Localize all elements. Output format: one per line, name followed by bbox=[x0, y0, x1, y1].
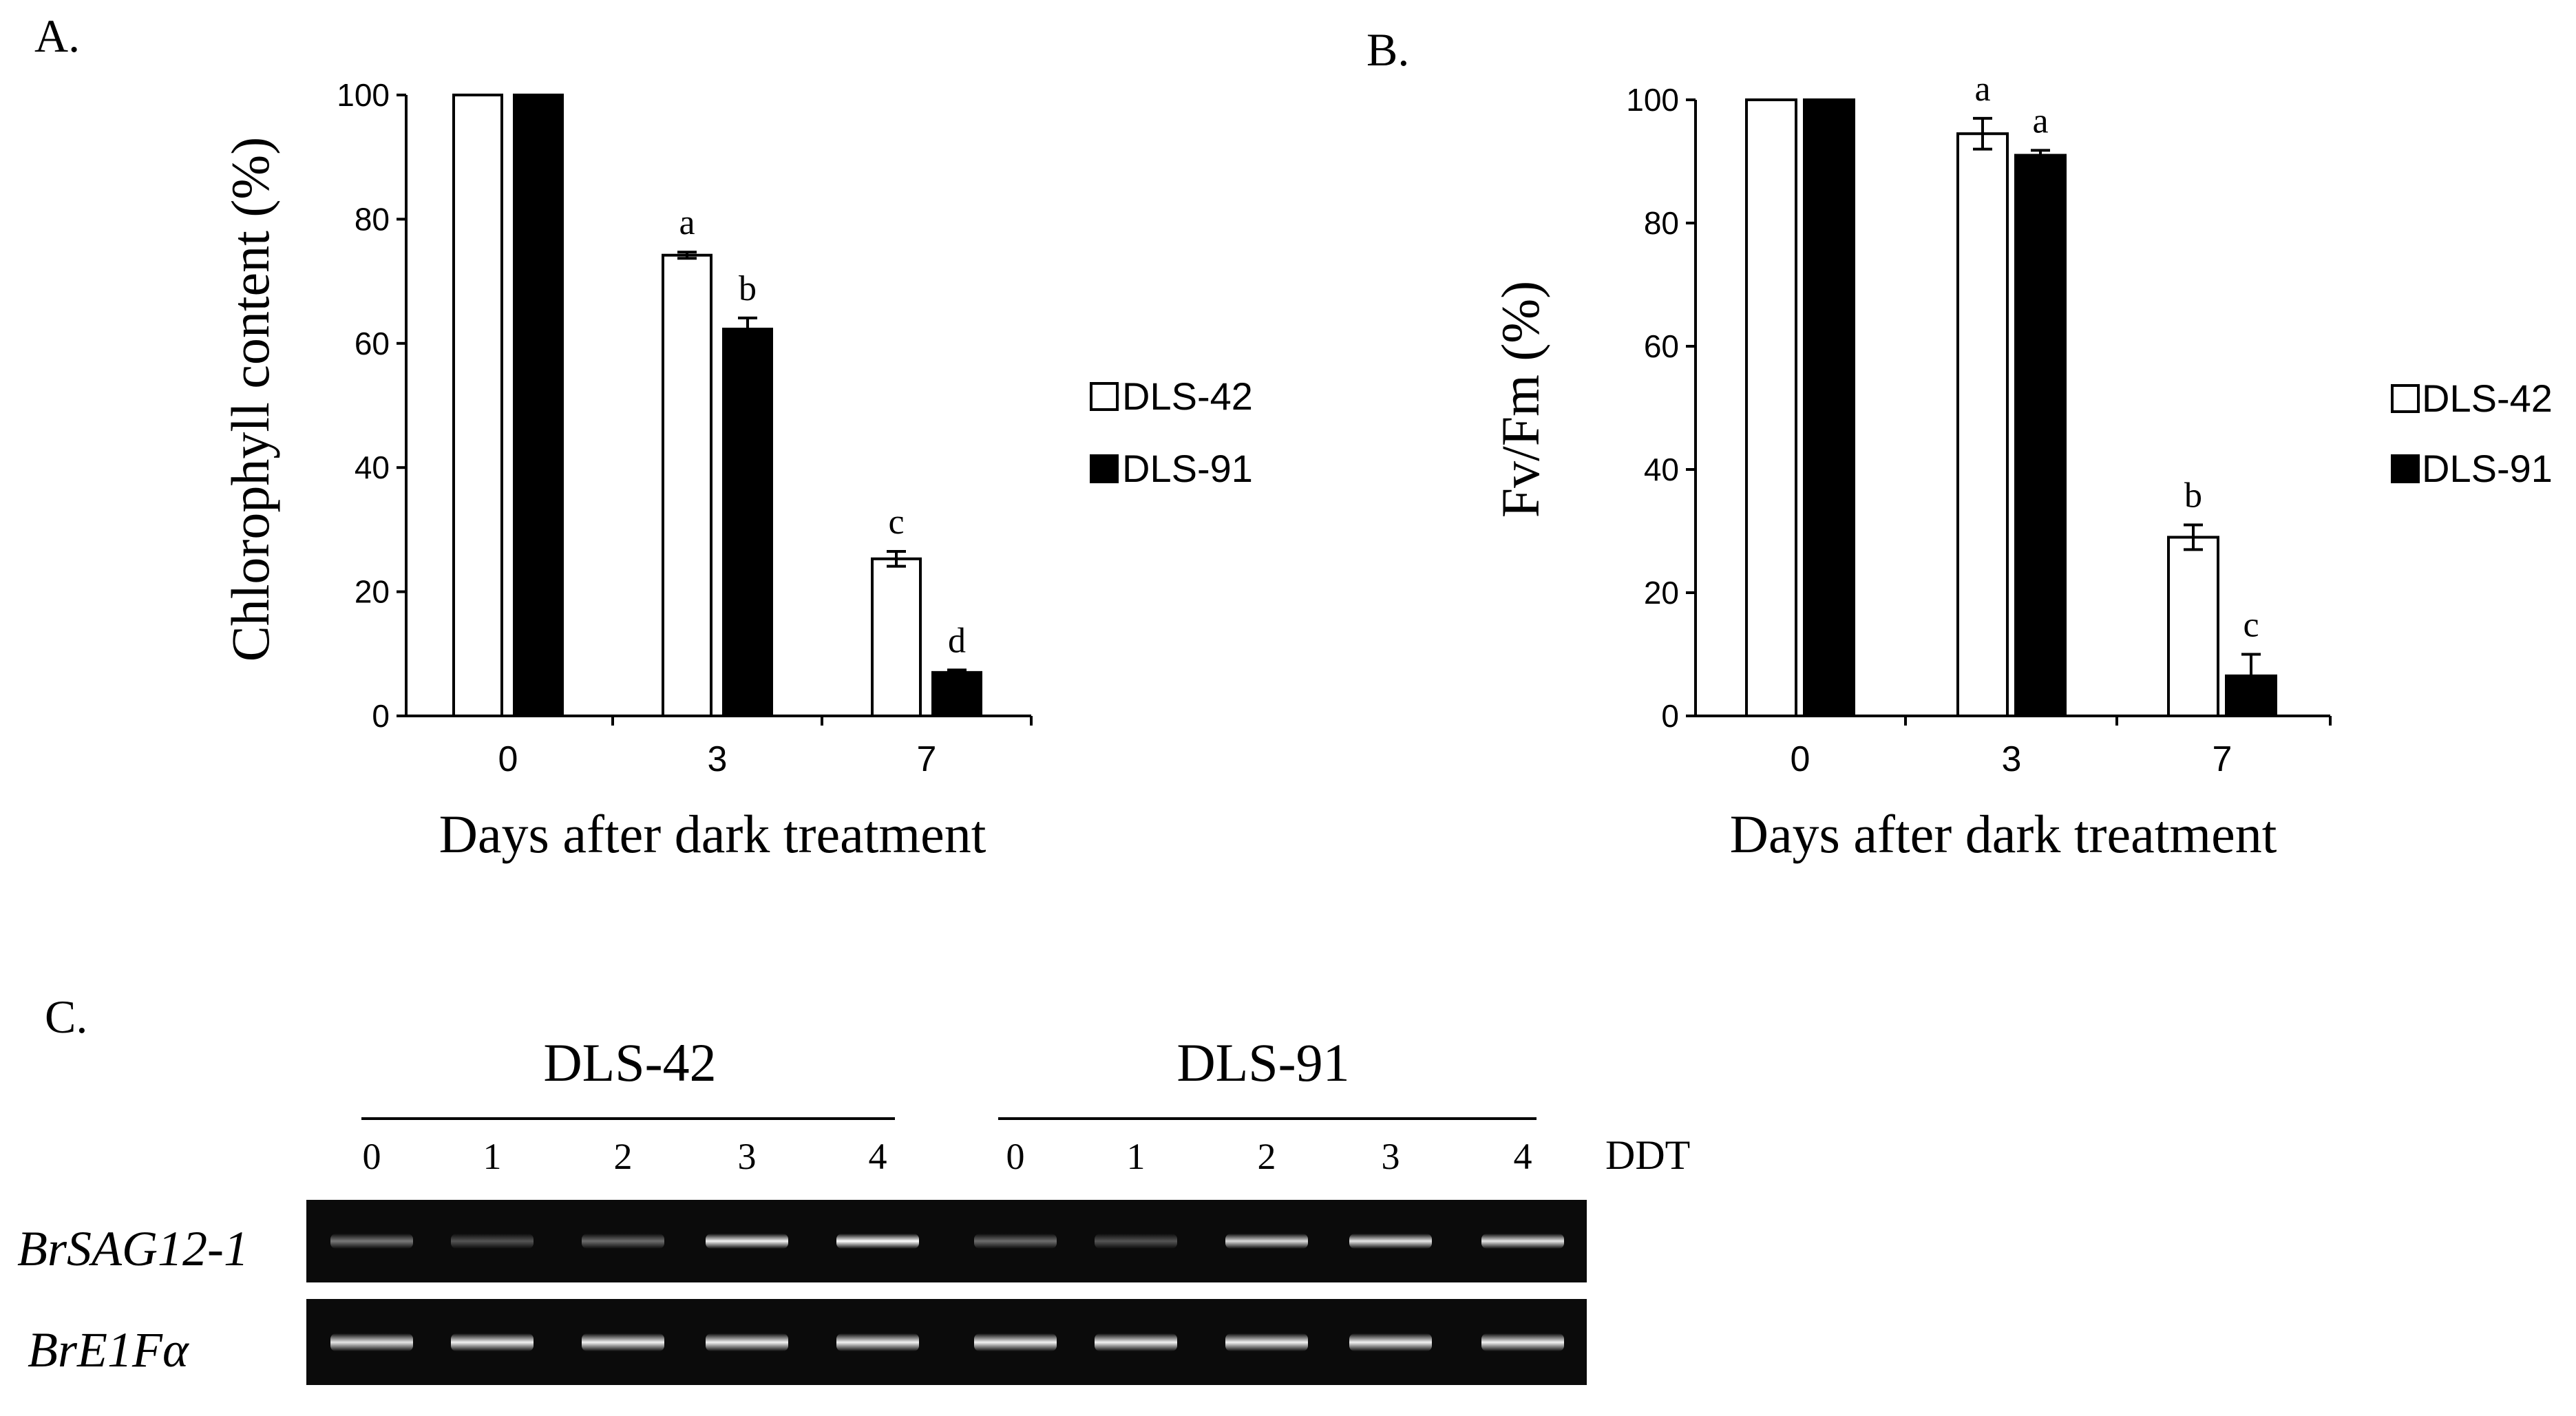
gel-band bbox=[1095, 1333, 1177, 1351]
y-tick-label: 60 bbox=[355, 326, 390, 361]
panel-a-xlabel: Days after dark treatment bbox=[439, 804, 986, 864]
bar-dls-91 bbox=[722, 328, 773, 717]
legend-swatch-dls-42 bbox=[1090, 382, 1119, 411]
x-tick-label: 3 bbox=[708, 739, 728, 779]
gel-band bbox=[974, 1234, 1057, 1249]
bar-dls-91 bbox=[1803, 98, 1855, 717]
gel-band bbox=[451, 1234, 534, 1249]
legend-swatch-dls-91 bbox=[1090, 454, 1119, 483]
significance-letter: d bbox=[948, 621, 966, 660]
y-tick-label: 20 bbox=[1644, 575, 1679, 611]
panel-b-plot: 0 20 40 60 80 100 0 3 a a 7 b c bbox=[1626, 70, 2332, 779]
panel-a-plot: 0 20 40 60 80 100 0 3 a b 7 c d bbox=[337, 77, 1033, 779]
y-tick-label: 80 bbox=[355, 201, 390, 237]
gel-lane-label: 3 bbox=[1382, 1136, 1400, 1177]
panel-a-label: A. bbox=[34, 10, 80, 62]
x-tick-label: 0 bbox=[498, 739, 518, 779]
significance-letter: b bbox=[739, 269, 757, 308]
bar-dls-42 bbox=[871, 557, 922, 717]
x-tick-label: 3 bbox=[2002, 739, 2022, 779]
y-tick-label: 0 bbox=[372, 698, 390, 734]
y-tick-label: 80 bbox=[1644, 205, 1679, 241]
gel-band bbox=[1349, 1333, 1432, 1351]
gel-band bbox=[582, 1234, 664, 1249]
gel-lane-label: 2 bbox=[614, 1136, 633, 1177]
panel-b-xlabel: Days after dark treatment bbox=[1730, 804, 2277, 864]
gel-band bbox=[330, 1333, 413, 1351]
x-tick-label: 0 bbox=[1791, 739, 1810, 779]
panel-a-legend: DLS-42 DLS-91 bbox=[1090, 374, 1253, 490]
bar-dls-91 bbox=[2014, 154, 2067, 718]
gel-lane-label: 4 bbox=[1514, 1136, 1532, 1177]
chart-panel-a: A. Chlorophyll content (%) Days after da… bbox=[34, 10, 1253, 864]
gel-band bbox=[706, 1333, 788, 1351]
gel-lane-label: 3 bbox=[738, 1136, 757, 1177]
significance-letter: a bbox=[2032, 101, 2048, 140]
legend-swatch-dls-42 bbox=[2391, 384, 2420, 413]
gel-lane-label: 2 bbox=[1258, 1136, 1276, 1177]
gel-panel-c: C. DLS-42 DLS-91 DDT 0 1 2 3 4 0 1 2 3 4 BrSAG12-… bbox=[17, 991, 1690, 1385]
gel-band bbox=[1481, 1234, 1564, 1249]
panel-b-ylabel: Fv/Fm (%) bbox=[1490, 281, 1550, 518]
significance-letter: a bbox=[1974, 70, 1990, 109]
y-tick-label: 100 bbox=[1626, 82, 1679, 118]
y-tick-label: 60 bbox=[1644, 328, 1679, 364]
y-tick-label: 20 bbox=[355, 574, 390, 610]
x-tick-label: 7 bbox=[2213, 739, 2232, 779]
gel-lane-label: 1 bbox=[1127, 1136, 1146, 1177]
gel-bands bbox=[330, 1234, 1564, 1351]
gel-band bbox=[836, 1234, 919, 1249]
gel-lane-label: 0 bbox=[1006, 1136, 1025, 1177]
y-tick-label: 40 bbox=[1644, 452, 1679, 487]
panel-a-ylabel: Chlorophyll content (%) bbox=[220, 137, 280, 662]
gel-row-label-brsag12-1: BrSAG12-1 bbox=[17, 1221, 249, 1276]
bar-dls-91 bbox=[931, 670, 982, 717]
panel-c-label: C. bbox=[45, 991, 87, 1043]
legend-label-dls-91: DLS-91 bbox=[1122, 447, 1253, 490]
gel-band bbox=[836, 1333, 919, 1351]
gel-lane-unit: DDT bbox=[1605, 1132, 1690, 1178]
gel-band bbox=[330, 1234, 413, 1249]
gel-band bbox=[451, 1333, 534, 1351]
y-tick-label: 100 bbox=[337, 77, 390, 113]
gel-row-label-bre1fa: BrE1Fα bbox=[28, 1322, 189, 1377]
x-tick-label: 7 bbox=[917, 739, 937, 779]
significance-letter: a bbox=[679, 203, 695, 242]
bar-dls-42 bbox=[662, 253, 712, 717]
gel-lane-label: 1 bbox=[483, 1136, 502, 1177]
gel-band bbox=[1225, 1234, 1308, 1249]
gel-band bbox=[974, 1333, 1057, 1351]
gel-lane-label: 0 bbox=[363, 1136, 381, 1177]
gel-band bbox=[706, 1234, 788, 1249]
gel-lane-label: 4 bbox=[869, 1136, 887, 1177]
gel-group-label-dls-42: DLS-42 bbox=[543, 1033, 716, 1092]
gel-group-label-dls-91: DLS-91 bbox=[1176, 1033, 1349, 1092]
significance-letter: b bbox=[2184, 476, 2202, 516]
significance-letter: c bbox=[888, 503, 904, 542]
gel-band bbox=[1349, 1234, 1432, 1249]
bar-dls-42 bbox=[1956, 132, 2009, 718]
gel-band bbox=[1481, 1333, 1564, 1351]
gel-band bbox=[1225, 1333, 1308, 1351]
gel-lane-labels: 0 1 2 3 4 0 1 2 3 4 bbox=[363, 1136, 1532, 1177]
bar-dls-91 bbox=[513, 94, 564, 717]
legend-swatch-dls-91 bbox=[2391, 454, 2420, 483]
y-tick-label: 0 bbox=[1661, 698, 1679, 734]
panel-b-legend: DLS-42 DLS-91 bbox=[2391, 377, 2553, 490]
bar-dls-42 bbox=[452, 94, 503, 717]
y-tick-label: 40 bbox=[355, 450, 390, 485]
gel-band bbox=[1095, 1234, 1177, 1249]
legend-label-dls-91: DLS-91 bbox=[2422, 447, 2553, 490]
significance-letter: c bbox=[2243, 606, 2259, 645]
legend-label-dls-42: DLS-42 bbox=[1122, 374, 1253, 418]
legend-label-dls-42: DLS-42 bbox=[2422, 377, 2553, 420]
gel-band bbox=[582, 1333, 664, 1351]
panel-b-label: B. bbox=[1366, 23, 1409, 76]
bar-dls-42 bbox=[1745, 98, 1797, 717]
chart-panel-b: B. Fv/Fm (%) Days after dark treatment 0… bbox=[1366, 23, 2553, 864]
bar-dls-42 bbox=[2167, 536, 2219, 717]
